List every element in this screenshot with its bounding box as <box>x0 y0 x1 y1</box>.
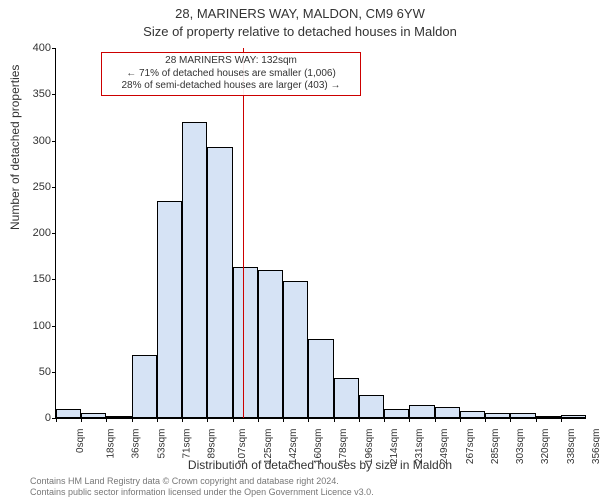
x-tick-mark <box>283 418 284 422</box>
histogram-bar <box>308 339 333 418</box>
histogram-bar <box>132 355 157 418</box>
histogram-bar <box>56 409 81 418</box>
x-tick-mark <box>56 418 57 422</box>
histogram-bar <box>460 411 485 418</box>
y-tick-label: 0 <box>16 412 56 424</box>
histogram-bar <box>409 405 434 418</box>
y-tick-mark <box>52 372 56 373</box>
y-tick-label: 100 <box>16 320 56 332</box>
histogram-bar <box>334 378 359 418</box>
x-tick-mark <box>106 418 107 422</box>
histogram-bar <box>106 416 131 418</box>
x-tick-mark <box>384 418 385 422</box>
y-tick-mark <box>52 326 56 327</box>
histogram-bar <box>561 415 586 418</box>
x-tick-mark <box>510 418 511 422</box>
histogram-bar <box>536 416 561 418</box>
histogram-bar <box>435 407 460 418</box>
x-tick-mark <box>81 418 82 422</box>
y-tick-mark <box>52 94 56 95</box>
chart-title-sub: Size of property relative to detached ho… <box>0 24 600 39</box>
plot-area: 0501001502002503003504000sqm18sqm36sqm53… <box>55 48 586 419</box>
x-tick-mark <box>157 418 158 422</box>
x-tick-mark <box>132 418 133 422</box>
x-axis-label: Distribution of detached houses by size … <box>55 458 585 472</box>
x-tick-mark <box>485 418 486 422</box>
x-tick-label: 89sqm <box>201 429 218 459</box>
histogram-bar <box>207 147 232 418</box>
x-tick-mark <box>308 418 309 422</box>
reference-line <box>243 48 244 418</box>
x-tick-mark <box>536 418 537 422</box>
histogram-bar <box>258 270 283 418</box>
y-tick-mark <box>52 48 56 49</box>
histogram-bar <box>81 413 106 418</box>
y-tick-label: 250 <box>16 181 56 193</box>
y-tick-mark <box>52 233 56 234</box>
histogram-bar <box>157 201 182 418</box>
x-tick-mark <box>460 418 461 422</box>
x-tick-mark <box>334 418 335 422</box>
histogram-bar <box>485 413 510 418</box>
y-tick-mark <box>52 141 56 142</box>
x-tick-mark <box>435 418 436 422</box>
histogram-bar <box>359 395 384 418</box>
chart-title-main: 28, MARINERS WAY, MALDON, CM9 6YW <box>0 6 600 21</box>
histogram-bar <box>510 413 535 418</box>
x-tick-mark <box>561 418 562 422</box>
x-tick-label: 0sqm <box>69 429 86 453</box>
footer-line1: Contains HM Land Registry data © Crown c… <box>30 476 374 487</box>
y-tick-label: 200 <box>16 227 56 239</box>
x-tick-mark <box>233 418 234 422</box>
x-tick-mark <box>182 418 183 422</box>
x-tick-label: 356sqm <box>585 429 600 465</box>
chart-container: 28, MARINERS WAY, MALDON, CM9 6YW Size o… <box>0 0 600 500</box>
annotation-line2: ← 71% of detached houses are smaller (1,… <box>106 68 356 81</box>
histogram-bar <box>384 409 409 418</box>
annotation-line3: 28% of semi-detached houses are larger (… <box>106 80 356 93</box>
footer-line2: Contains public sector information licen… <box>30 487 374 498</box>
y-tick-label: 50 <box>16 366 56 378</box>
histogram-bar <box>233 267 258 418</box>
x-tick-mark <box>207 418 208 422</box>
y-tick-label: 300 <box>16 135 56 147</box>
footer-attribution: Contains HM Land Registry data © Crown c… <box>30 476 374 498</box>
annotation-line1: 28 MARINERS WAY: 132sqm <box>106 55 356 68</box>
y-tick-mark <box>52 279 56 280</box>
annotation-box: 28 MARINERS WAY: 132sqm← 71% of detached… <box>101 52 361 96</box>
histogram-bar <box>182 122 207 418</box>
y-tick-label: 400 <box>16 42 56 54</box>
histogram-bar <box>283 281 308 418</box>
y-tick-label: 150 <box>16 273 56 285</box>
x-tick-label: 71sqm <box>175 429 192 459</box>
x-tick-label: 36sqm <box>125 429 142 459</box>
x-tick-label: 18sqm <box>100 429 117 459</box>
y-tick-label: 350 <box>16 88 56 100</box>
x-tick-mark <box>359 418 360 422</box>
x-tick-label: 53sqm <box>150 429 167 459</box>
y-tick-mark <box>52 187 56 188</box>
x-tick-mark <box>258 418 259 422</box>
x-tick-mark <box>409 418 410 422</box>
